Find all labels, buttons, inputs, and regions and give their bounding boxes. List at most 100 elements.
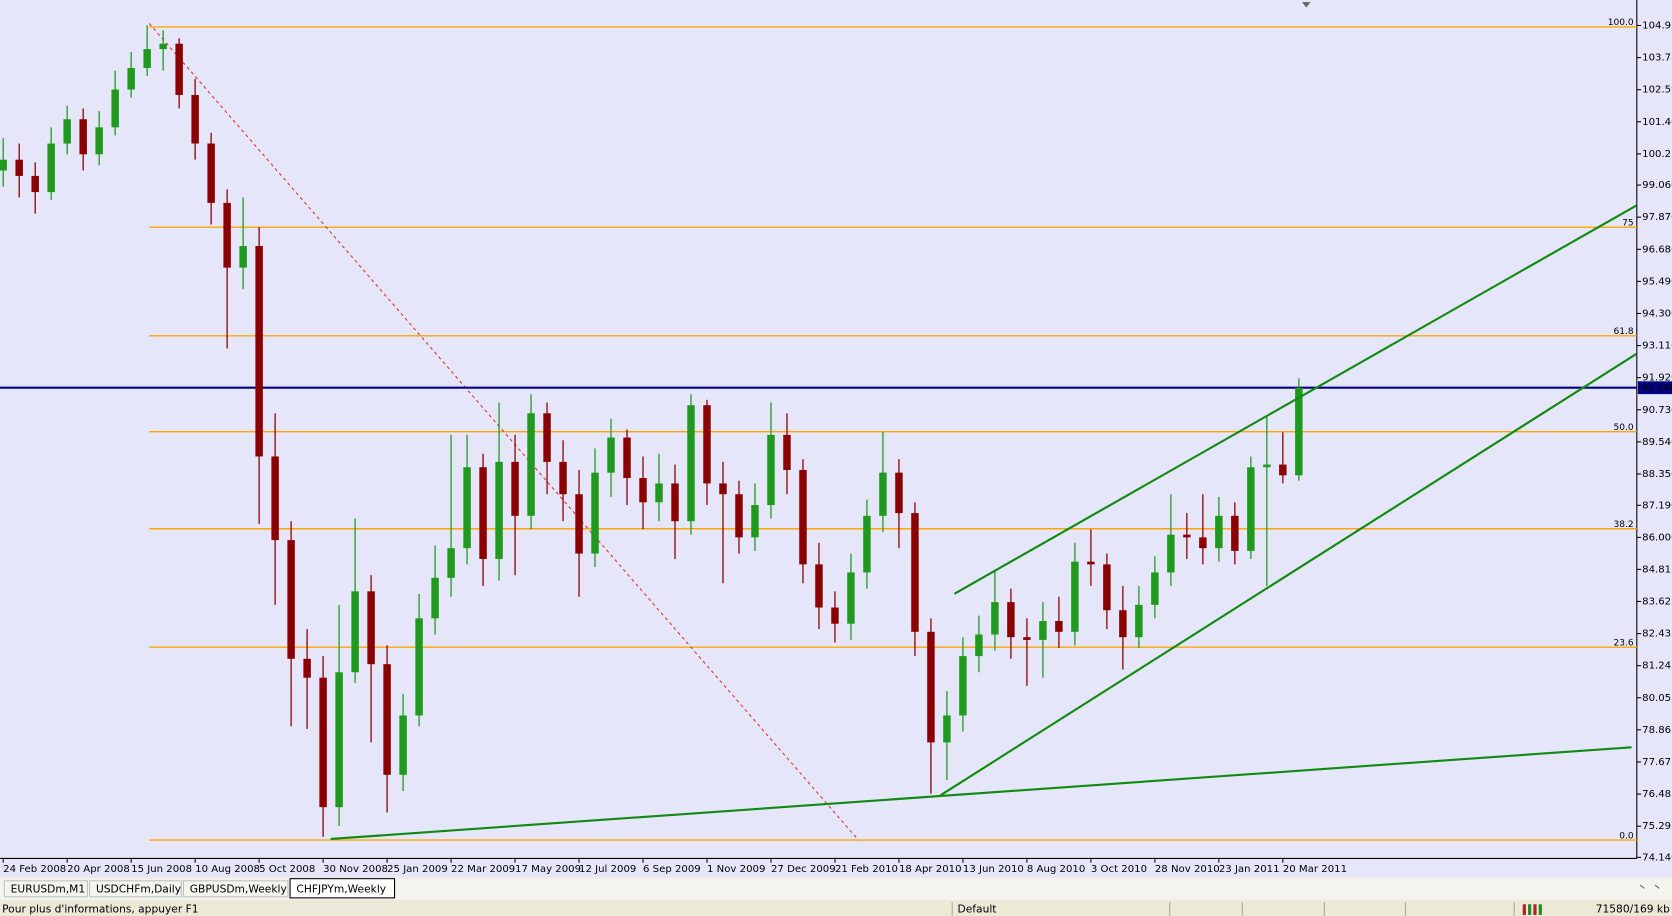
candle-body: [239, 246, 247, 268]
fibo-level-label: 23.6: [1613, 638, 1633, 648]
fibo-level-label: 0.0: [1619, 831, 1634, 841]
candle-body: [15, 159, 23, 176]
tab-scroll-left[interactable]: [1639, 884, 1645, 889]
x-tick-label: 27 Dec 2009: [771, 864, 836, 875]
candle-body: [1231, 515, 1239, 551]
fibo-level-label: 61.8: [1613, 327, 1633, 337]
y-tick-label: 84.815: [1642, 564, 1672, 575]
y-tick-label: 96.680: [1642, 244, 1672, 255]
status-bar: Pour plus d'informations, appuyer F1 Def…: [0, 901, 1672, 916]
tab[interactable]: [89, 880, 182, 898]
candle-body: [607, 437, 615, 473]
candle-body: [895, 472, 903, 514]
y-tick-label: 95.490: [1642, 276, 1672, 287]
candle-body: [1167, 534, 1175, 573]
candle-body: [63, 119, 71, 144]
x-tick-label: 15 Jun 2008: [131, 864, 192, 875]
active-tab[interactable]: [289, 878, 396, 899]
candle-body: [31, 175, 39, 193]
candle-body: [1199, 537, 1207, 549]
x-tick-label: 21 Feb 2010: [835, 864, 898, 875]
candle-body: [1247, 467, 1255, 551]
candle-body: [335, 672, 343, 808]
tab-label[interactable]: CHFJPYm,Weekly: [296, 882, 386, 895]
candle-body: [975, 634, 983, 657]
candle-body: [943, 715, 951, 743]
candle-body: [431, 577, 439, 619]
candle-body: [175, 43, 183, 95]
candle-body: [799, 469, 807, 565]
candle-body: [1071, 561, 1079, 632]
candle-body: [575, 494, 583, 554]
candle-body: [559, 461, 567, 495]
x-tick-label: 3 Oct 2010: [1091, 864, 1147, 875]
tab[interactable]: [3, 880, 88, 898]
candle-body: [767, 434, 775, 506]
candle-body: [1151, 572, 1159, 605]
candle-body: [479, 467, 487, 559]
y-tick-label: 81.245: [1642, 661, 1672, 672]
last-price-label: 91.548: [1641, 383, 1672, 394]
tab-label[interactable]: GBPUSDm,Weekly: [190, 882, 287, 895]
candle-body: [879, 472, 887, 516]
x-tick-label: 13 Jun 2010: [963, 864, 1024, 875]
candle-body: [527, 413, 535, 516]
y-tick-label: 103.785: [1642, 53, 1672, 64]
y-tick-label: 76.485: [1642, 789, 1672, 800]
candle-body: [1087, 561, 1095, 565]
candle-body: [447, 548, 455, 578]
candle-body: [0, 159, 7, 171]
tab[interactable]: [182, 880, 289, 898]
x-tick-label: 20 Mar 2011: [1283, 864, 1347, 875]
x-tick-label: 10 Aug 2008: [195, 864, 260, 875]
candle-body: [655, 483, 663, 503]
candle-body: [1295, 387, 1303, 476]
candle-body: [207, 143, 215, 203]
x-tick-label: 5 Oct 2008: [259, 864, 315, 875]
candle-body: [143, 49, 151, 68]
x-tick-label: 12 Jul 2009: [579, 864, 636, 875]
candle-body: [543, 413, 551, 462]
y-tick-label: 100.215: [1642, 149, 1672, 160]
x-tick-label: 30 Nov 2008: [323, 864, 388, 875]
candle-body: [719, 483, 727, 495]
y-tick-label: 104.975: [1642, 20, 1672, 31]
candle-body: [271, 456, 279, 541]
tab-scroll-right[interactable]: [1654, 884, 1660, 889]
x-tick-label: 24 Feb 2008: [3, 864, 66, 875]
y-tick-label: 90.730: [1642, 405, 1672, 416]
candle-body: [1183, 534, 1191, 538]
x-tick-label: 18 Apr 2010: [899, 864, 962, 875]
candle-body: [1119, 610, 1127, 638]
candle-body: [319, 677, 327, 808]
candle-body: [511, 461, 519, 516]
candle-body: [1007, 602, 1015, 638]
y-tick-label: 102.595: [1642, 85, 1672, 96]
x-tick-label: 22 Mar 2009: [451, 864, 515, 875]
fibo-level-label: 100.0: [1608, 18, 1634, 28]
chart-background: [0, 0, 1672, 878]
candle-body: [223, 202, 231, 268]
candle-body: [751, 505, 759, 538]
candle-body: [127, 67, 135, 90]
plot-area: 100.0 75 61.8 50.0 38.2 23.6 0.0: [0, 18, 1637, 841]
candle-body: [687, 405, 695, 522]
candle-body: [591, 472, 599, 554]
last-price-box: [1637, 381, 1672, 395]
candle-body: [911, 513, 919, 632]
x-tick-label: 17 May 2009: [515, 864, 581, 875]
candle-body: [1055, 621, 1063, 632]
candle-body: [783, 434, 791, 470]
candle-body: [1135, 604, 1143, 638]
candle-body: [79, 119, 87, 155]
x-tick-label: 8 Aug 2010: [1027, 864, 1085, 875]
candle-body: [1103, 564, 1111, 611]
tab-label[interactable]: USDCHFm,Daily: [96, 882, 181, 895]
candle-body: [1039, 621, 1047, 640]
candle-body: [847, 572, 855, 624]
y-tick-label: 97.870: [1642, 212, 1672, 223]
tab-label[interactable]: EURUSDm,M1: [11, 882, 85, 895]
y-tick-label: 82.435: [1642, 629, 1672, 640]
